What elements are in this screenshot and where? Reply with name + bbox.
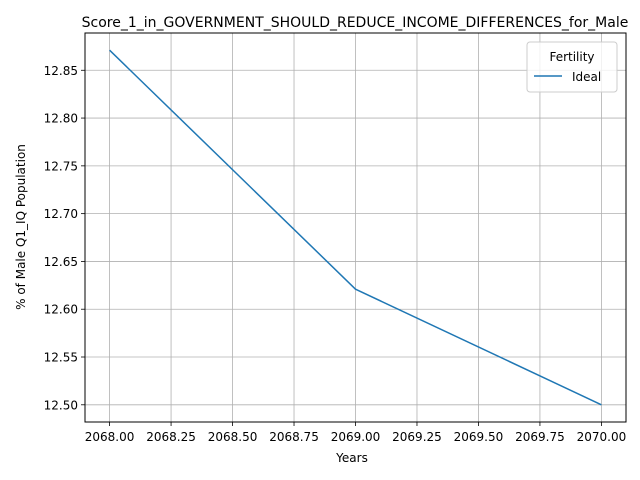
- y-tick-label: 12.75: [44, 159, 78, 173]
- x-tick-label: 2068.50: [208, 430, 258, 444]
- legend-title: Fertility: [549, 50, 594, 64]
- legend-label-ideal: Ideal: [572, 70, 601, 84]
- x-tick-label: 2069.00: [331, 430, 381, 444]
- y-tick-label: 12.65: [44, 255, 78, 269]
- y-tick-label: 12.60: [44, 303, 78, 317]
- series-layer: [109, 49, 602, 406]
- x-tick-label: 2068.00: [85, 430, 135, 444]
- chart-title: Score_1_in_GOVERNMENT_SHOULD_REDUCE_INCO…: [82, 15, 629, 31]
- y-tick-label: 12.80: [44, 112, 78, 126]
- y-axis-ticks: 12.50 12.55 12.60 12.65 12.70 12.75 12.80 12.85: [44, 64, 85, 412]
- x-axis-label: Years: [335, 451, 368, 465]
- y-tick-label: 12.50: [44, 398, 78, 412]
- x-axis-ticks: 2068.00 2068.25 2068.50 2068.75 2069.00 2069.…: [85, 422, 626, 444]
- x-tick-label: 2069.75: [515, 430, 565, 444]
- legend: Fertility Ideal: [526, 41, 618, 93]
- x-tick-label: 2068.75: [269, 430, 319, 444]
- x-tick-label: 2068.25: [146, 430, 196, 444]
- series-line-ideal: [109, 49, 602, 406]
- y-tick-label: 12.70: [44, 207, 78, 221]
- x-tick-label: 2070.00: [577, 430, 627, 444]
- legend-box: [526, 41, 618, 93]
- x-tick-label: 2069.50: [454, 430, 504, 444]
- x-tick-label: 2069.25: [392, 430, 442, 444]
- y-tick-label: 12.55: [44, 351, 78, 365]
- grid-lines: [85, 33, 626, 422]
- y-tick-label: 12.85: [44, 64, 78, 78]
- y-axis-label: % of Male Q1_IQ Population: [14, 144, 28, 310]
